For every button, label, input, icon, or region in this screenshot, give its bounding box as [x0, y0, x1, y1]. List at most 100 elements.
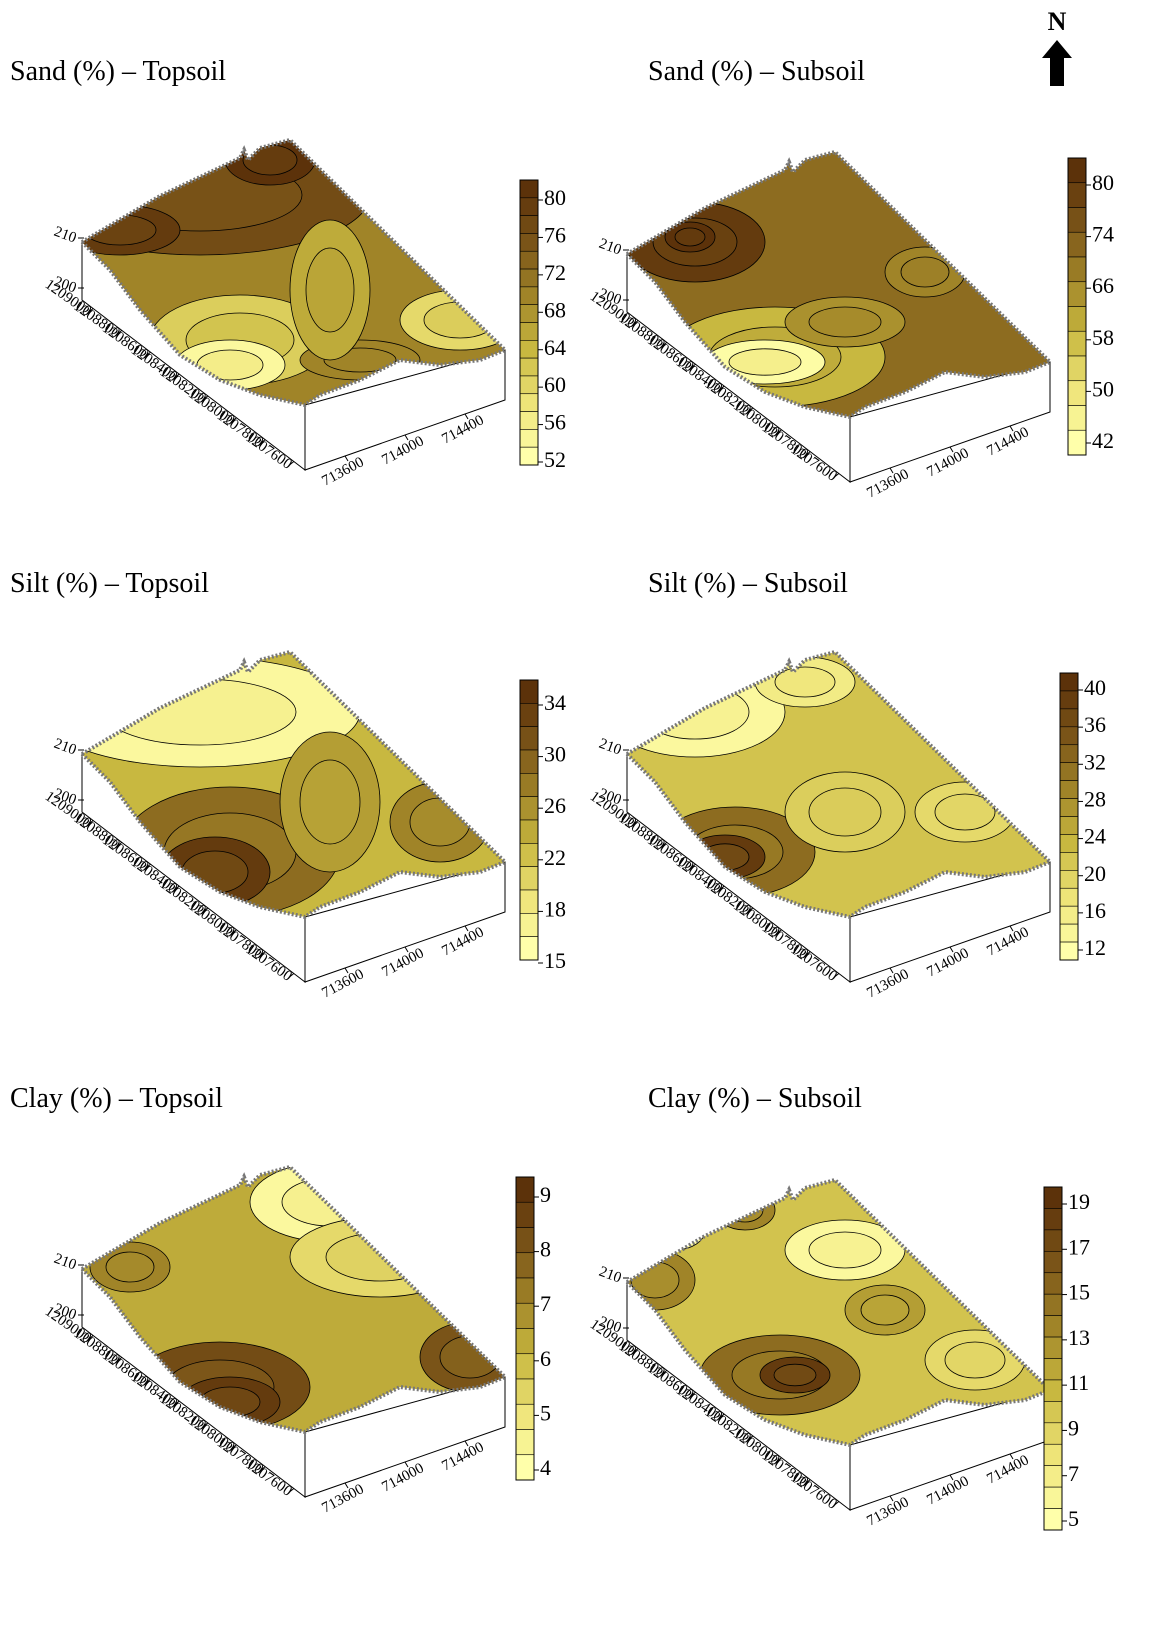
colorbar-band — [1067, 207, 1087, 233]
colorbar-tick-label: 6 — [540, 1346, 551, 1371]
colorbar-tick-label: 34 — [544, 690, 566, 715]
y-tick — [804, 1479, 811, 1485]
colorbar-band — [1043, 1186, 1063, 1209]
colorbar-band — [519, 819, 539, 844]
surface-edge — [78, 137, 509, 408]
colorbar-tick-label: 17 — [1068, 1234, 1090, 1259]
colorbar-tick-label: 60 — [544, 372, 566, 397]
colorbar-tick-label: 68 — [544, 297, 566, 322]
colorbar-band — [1059, 941, 1079, 961]
colorbar-tick-label: 50 — [1092, 376, 1114, 401]
y-tick — [776, 929, 782, 935]
contour-region — [714, 1189, 776, 1231]
colorbar-tick-label: 15 — [1068, 1280, 1090, 1305]
colorbar-tick-label: 66 — [1092, 273, 1114, 298]
colorbar-band — [1043, 1443, 1063, 1466]
colorbar-band — [519, 215, 539, 234]
contour-line — [773, 1363, 817, 1387]
x-tick — [404, 1461, 409, 1468]
colorbar-band — [1067, 429, 1087, 456]
x-tick — [404, 946, 409, 953]
colorbar-tick-label: 16 — [1084, 898, 1106, 923]
y-tick — [173, 373, 180, 379]
z-tick-label: 200 — [52, 274, 79, 297]
colorbar-band — [515, 1176, 535, 1203]
colorbar-tick-label: 36 — [1084, 712, 1106, 737]
colorbar-tick-label: 5 — [540, 1400, 551, 1425]
y-tick — [718, 385, 725, 391]
y-tick — [259, 951, 266, 957]
z-tick-label: 210 — [597, 236, 624, 259]
colorbar-frame — [515, 1176, 535, 1481]
surface-edge — [78, 1164, 509, 1435]
colorbar-band — [1067, 405, 1087, 431]
y-tick — [690, 1391, 696, 1397]
y-tick — [87, 820, 94, 825]
colorbar-tick-label: 19 — [1068, 1189, 1090, 1214]
colorbar-tick-label: 64 — [544, 335, 566, 360]
colorbar-tick-label: 7 — [540, 1291, 551, 1316]
colorbar-band — [1043, 1251, 1063, 1274]
colorbar-tick-label: 80 — [544, 185, 566, 210]
colorbar-tick-label: 58 — [1092, 325, 1114, 350]
colorbar-band — [519, 843, 539, 867]
y-tick — [173, 885, 180, 891]
colorbar-band — [519, 286, 539, 305]
colorbar-tick-label: 74 — [1092, 222, 1114, 247]
colorbar-band — [519, 268, 539, 288]
colorbar-band — [519, 913, 539, 937]
y-tick — [288, 461, 295, 466]
y-tick — [202, 395, 209, 401]
colorbar-band — [1043, 1465, 1063, 1488]
x-tick — [949, 446, 954, 453]
colorbar-band — [1067, 355, 1087, 382]
colorbar-tick-label: 9 — [540, 1182, 551, 1207]
surface-edge — [78, 649, 509, 920]
y-tick — [632, 320, 639, 325]
y-tick — [804, 451, 811, 457]
colorbar-band — [519, 375, 539, 395]
block-right-face — [304, 1376, 506, 1498]
y-tick — [288, 1488, 295, 1493]
colorbar-band — [1059, 834, 1079, 853]
colorbar-band — [519, 749, 539, 774]
y-tick — [145, 863, 151, 869]
colorbar-band — [515, 1252, 535, 1279]
x-tick — [344, 1482, 349, 1489]
colorbar-band — [1059, 816, 1079, 835]
north-label: N — [1048, 7, 1067, 36]
y-tick — [690, 863, 696, 869]
colorbar-band — [1043, 1486, 1063, 1509]
y-tick — [690, 363, 696, 369]
y-tick — [718, 885, 725, 891]
contour-line — [105, 1251, 155, 1283]
x-tick — [889, 467, 894, 474]
contour-line — [934, 793, 996, 831]
colorbar-band — [515, 1353, 535, 1380]
surface-edge — [623, 649, 1054, 920]
y-tick — [87, 308, 94, 313]
y-tick — [231, 929, 237, 935]
y-tick — [747, 407, 754, 413]
block-right-face — [849, 861, 1051, 983]
colorbar-band — [515, 1302, 535, 1329]
colorbar-band — [1043, 1293, 1063, 1316]
x-tick — [404, 434, 409, 441]
colorbar-tick-label: 8 — [540, 1237, 551, 1262]
z-tick-label: 210 — [597, 736, 624, 759]
y-tick — [202, 907, 209, 913]
colorbar-band — [1059, 744, 1079, 763]
colorbar-band — [519, 703, 539, 727]
colorbar-band — [515, 1378, 535, 1405]
colorbar-band — [519, 773, 539, 797]
z-tick-label: 210 — [52, 1251, 79, 1274]
contour-line — [439, 1335, 501, 1379]
contour-line — [860, 1294, 910, 1326]
x-tick — [464, 1440, 469, 1447]
colorbar-band — [515, 1277, 535, 1304]
colorbar-band — [515, 1201, 535, 1228]
x-tick — [949, 1474, 954, 1481]
colorbar-band — [1043, 1208, 1063, 1231]
colorbar-tick-label: 22 — [544, 845, 566, 870]
colorbar-band — [1067, 330, 1087, 357]
